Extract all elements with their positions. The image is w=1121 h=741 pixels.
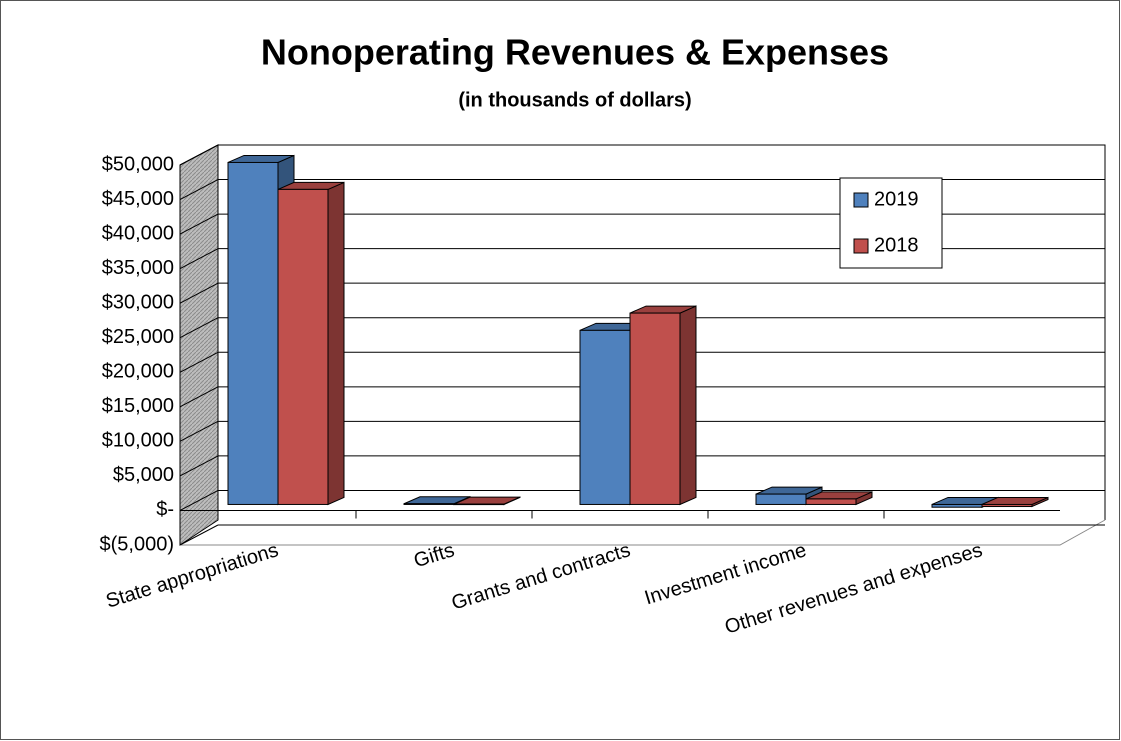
y-tick-label: $35,000 [102,257,174,279]
bar-front [579,329,631,505]
y-tick-label: $45,000 [102,188,174,210]
y-tick-label: $10,000 [102,430,174,452]
floor-edge [180,519,1106,546]
bar-front [403,503,455,505]
bar-front [981,503,1033,508]
grid-line [179,248,219,270]
y-tick-label: $30,000 [102,291,174,313]
grid-line [179,490,219,511]
bar-front [277,188,329,505]
y-tick-label: $25,000 [102,326,174,348]
bar [981,496,1049,508]
bar-front [629,312,681,505]
grid-line [179,317,219,339]
legend-label: 2019 [874,188,919,210]
chart-subtitle: (in thousands of dollars) [458,89,691,111]
grid-line [179,144,219,166]
bar [453,496,521,506]
y-tick-label: $40,000 [102,222,174,244]
side-wall [179,144,219,546]
grid-line [179,420,219,442]
chart-title: Nonoperating Revenues & Expenses [261,32,889,73]
legend-label: 2018 [874,234,919,256]
bar-front [931,503,983,508]
legend-swatch [853,238,869,254]
bar-front [227,161,279,505]
legend-swatch [853,192,869,208]
y-tick-label: $20,000 [102,361,174,383]
bar-side [327,181,345,506]
grid-line [179,282,219,304]
y-tick-label: $(5,000) [100,533,175,555]
bar [805,491,873,506]
y-tick-label: $- [156,499,174,521]
grid-line [179,455,219,477]
bar-front [453,503,505,506]
grid-line [179,351,219,373]
grid-line [179,386,219,408]
bar [629,305,697,506]
bar-front [755,493,807,505]
bar-front [805,498,857,505]
grid-line [179,213,219,235]
y-tick-label: $15,000 [102,395,174,417]
bar [277,181,345,506]
y-tick-label: $5,000 [113,464,174,486]
bar-side [679,305,697,506]
y-tick-label: $50,000 [102,153,174,175]
grid-line [179,179,219,200]
grid-line [179,524,219,546]
